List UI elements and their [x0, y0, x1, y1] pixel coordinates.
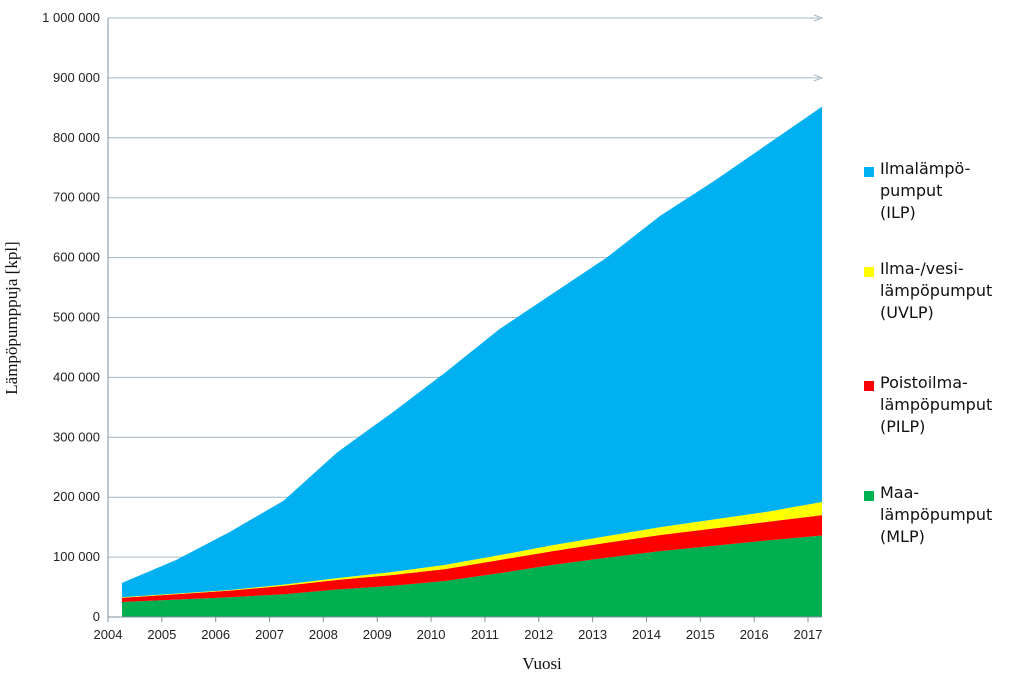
legend-item-mlp: Maa- lämpöpumput (MLP): [864, 482, 992, 548]
gridline-arrow: [813, 74, 824, 82]
legend-swatch-uvlp: [864, 267, 874, 277]
x-tick-label: 2006: [201, 627, 230, 642]
legend-swatch-pilp: [864, 381, 874, 391]
x-axis-title: Vuosi: [522, 654, 562, 673]
gridlines: [108, 14, 824, 558]
y-tick-labels: 0 100 000 200 000 300 000 400 000 500 000 600 …: [42, 10, 100, 624]
legend-item-ilp: Ilmalämpö- pumput (ILP): [864, 158, 970, 224]
x-tick-labels: 2004 2005 2006 2007 2008 2009 2010 2011 2012 2013…: [94, 617, 823, 642]
gridline-arrow: [813, 14, 824, 22]
x-tick-label: 2005: [147, 627, 176, 642]
legend-label-uvlp: Ilma-/vesi- lämpöpumput (UVLP): [880, 259, 993, 322]
legend-label-mlp: Maa- lämpöpumput (MLP): [880, 483, 993, 546]
y-tick-label: 400 000: [53, 369, 100, 384]
legend-label-pilp: Poistoilma- lämpöpumput (PILP): [880, 373, 993, 436]
y-tick-label: 100 000: [53, 549, 100, 564]
legend-item-pilp: Poistoilma- lämpöpumput (PILP): [864, 372, 992, 438]
legend-swatch-ilp: [864, 167, 874, 177]
y-tick-label: 900 000: [53, 70, 100, 85]
area-series: [122, 106, 822, 617]
y-tick-label: 700 000: [53, 190, 100, 205]
y-tick-label: 500 000: [53, 310, 100, 325]
axes: [107, 18, 822, 618]
y-tick-label: 300 000: [53, 429, 100, 444]
legend-label-ilp: Ilmalämpö- pumput (ILP): [880, 159, 971, 222]
x-tick-label: 2012: [524, 627, 553, 642]
x-tick-label: 2015: [686, 627, 715, 642]
x-tick-label: 2010: [417, 627, 446, 642]
x-tick-label: 2011: [471, 627, 499, 642]
x-tick-label: 2013: [578, 627, 607, 642]
x-tick-label: 2008: [309, 627, 338, 642]
x-tick-label: 2017: [794, 627, 823, 642]
x-tick-label: 2004: [94, 627, 123, 642]
legend-item-uvlp: Ilma-/vesi- lämpöpumput (UVLP): [864, 258, 992, 324]
y-tick-label: 1 000 000: [42, 10, 100, 25]
y-axis-title: Lämpöpumppuja [kpl]: [2, 241, 21, 394]
x-tick-label: 2014: [632, 627, 661, 642]
y-tick-label: 800 000: [53, 130, 100, 145]
x-tick-label: 2009: [363, 627, 392, 642]
legend-swatch-mlp: [864, 491, 874, 501]
y-tick-label: 0: [93, 609, 100, 624]
area-series-pilp: [122, 515, 822, 603]
y-tick-label: 600 000: [53, 250, 100, 265]
y-tick-label: 200 000: [53, 489, 100, 504]
area-series-ilp: [122, 106, 822, 598]
area-series-mlp: [122, 535, 822, 617]
x-tick-label: 2007: [255, 627, 284, 642]
x-tick-label: 2016: [740, 627, 769, 642]
